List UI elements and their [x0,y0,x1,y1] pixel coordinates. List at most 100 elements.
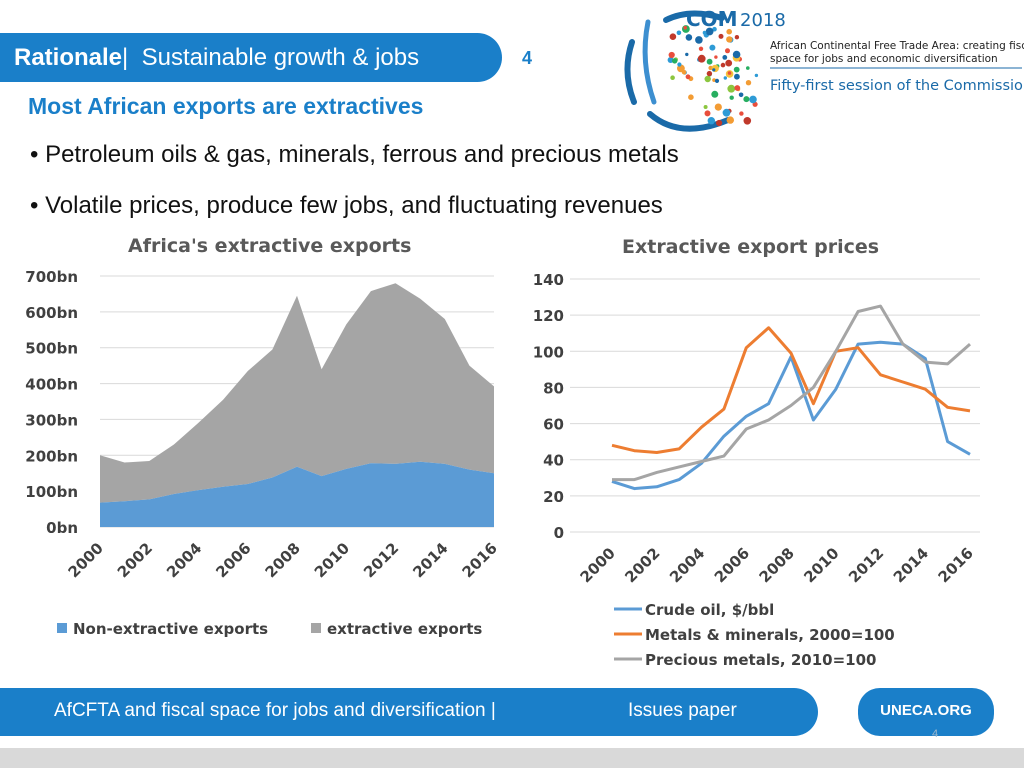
x-tick-label: 2012 [845,544,887,586]
legend-label: Metals & minerals, 2000=100 [645,626,895,644]
logo-dot [733,66,740,73]
legend-label: Non-extractive exports [73,620,268,638]
logo-dot [754,73,759,78]
logo-dot [705,27,714,36]
bullet-text: Volatile prices, produce few jobs, and f… [45,192,663,219]
legend-swatch [57,623,67,633]
logo-dot [734,35,740,40]
uneca-link-button[interactable]: UNECA.ORG [858,688,994,736]
logo-dot [698,46,704,51]
logo-dot [726,116,734,124]
logo-dot [720,62,726,68]
logo-line1: African Continental Free Trade Area: cre… [770,40,1024,52]
y-tick-label: 100bn [25,483,78,501]
logo-dot [722,55,728,60]
logo-dot [695,36,703,44]
crude-oil-line [611,340,971,491]
logo-dot [718,33,724,39]
logo-dot [685,52,689,57]
footer-text: AfCFTA and fiscal space for jobs and div… [54,700,496,721]
y-tick-label: 120 [533,307,564,325]
logo-dot [685,34,693,41]
extractive-exports-chart: 0bn 100bn 200bn 300bn 400bn 500bn 600bn 700bn 2… [25,268,501,638]
x-tick-label: 2002 [114,539,156,581]
x-tick-label: 2010 [800,544,842,586]
y-tick-label: 140 [533,271,564,289]
x-tick-label: 2014 [890,544,932,586]
legend-label: Crude oil, $/bbl [645,601,774,619]
logo-dot [702,30,707,35]
title-separator: | [122,44,129,71]
bullet-item: • Petroleum oils & gas, minerals, ferrou… [30,141,679,168]
logo-dot [745,80,752,86]
slide-subtitle: Most African exports are extractives [28,93,424,119]
logo-year-text: 2018 [740,10,786,31]
legend-label: Precious metals, 2010=100 [645,651,876,669]
logo-dot [712,26,717,32]
y-tick-label: 40 [543,452,564,470]
logo-dot [683,25,687,30]
logo-dot [739,111,744,116]
logo-dot [734,73,740,80]
logo-dot [711,64,719,73]
logo-dot [722,108,731,117]
issues-paper-link[interactable]: Issues paper [628,700,737,721]
x-tick-label: 2004 [666,544,708,586]
logo-line2: space for jobs and economic diversificat… [770,53,998,65]
logo-dot [727,84,736,93]
logo-dot [725,48,730,54]
y-tick-label: 60 [543,416,564,434]
y-tick-label: 80 [543,379,564,397]
logo-dot [738,92,744,98]
x-tick-label: 2016 [459,539,501,581]
x-tick-label: 2006 [711,544,753,586]
extractive-exports-area [100,283,494,503]
logo-dot [668,51,675,59]
logo-dot [681,70,687,75]
logo-dot [685,74,691,80]
logo-dot [704,110,711,117]
bottom-strip [0,748,1024,768]
bullet-text: Petroleum oils & gas, minerals, ferrous … [45,141,679,168]
footer-bar [0,688,818,736]
logo-dot [743,117,752,125]
y-tick-label: 0 [554,524,564,542]
logo-dot [729,95,734,100]
logo-dot [726,28,732,35]
y-tick-label: 600bn [25,304,78,322]
logo-dot [676,30,682,36]
metals-minerals-line [611,326,971,454]
logo-dot [714,55,718,59]
logo-dot [723,76,727,80]
logo-dot [725,59,733,67]
x-tick-label: 2014 [409,539,451,581]
precious-metals-line [612,304,971,482]
africa-dots-logo-graphic [624,10,759,132]
logo-session: Fifty-first session of the Commission [770,78,1024,94]
left-chart-title: Africa's extractive exports [128,235,412,257]
topic-title: Sustainable growth & jobs [141,44,420,71]
x-tick-label: 2010 [311,539,353,581]
y-tick-label: 100 [533,343,564,361]
logo-dot [704,75,711,83]
title-bar: Rationale| Sustainable growth & jobs [0,33,502,82]
slide-number: 4 [522,48,533,68]
logo-dot [688,94,694,100]
y-tick-label: 500bn [25,340,78,358]
footer-page-number: 4 [932,728,939,740]
y-tick-label: 400bn [25,376,78,394]
logo-dot [670,75,675,80]
x-tick-label: 2016 [935,544,977,586]
y-tick-label: 0bn [46,519,78,537]
logo-dot [707,117,715,125]
non-extractive-exports-area [100,461,494,527]
logo-dot [743,96,750,103]
x-tick-label: 2000 [577,544,619,586]
logo-dot [709,44,716,51]
section-title: Rationale [14,44,123,71]
bullet-item: • Volatile prices, produce few jobs, and… [30,192,663,219]
logo-dot [726,36,733,43]
x-tick-label: 2008 [756,544,798,586]
y-tick-label: 300bn [25,411,78,429]
